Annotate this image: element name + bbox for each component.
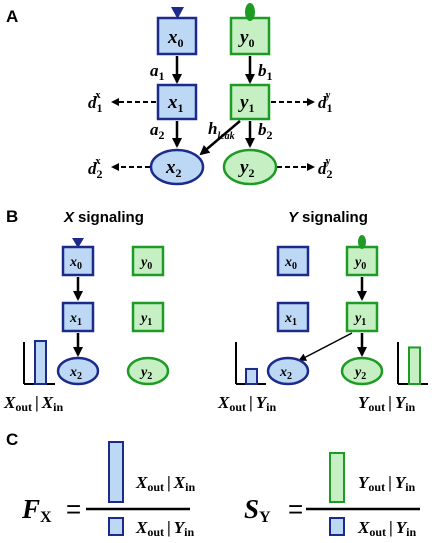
y2-node-c — [340, 356, 384, 386]
x2-label-c: x2 — [279, 365, 292, 382]
formula-f-numerator-bar — [108, 441, 124, 503]
x2-label: x2 — [165, 157, 182, 180]
formula-f-denominator-bar — [108, 517, 124, 536]
bar-y-signal-xout — [245, 367, 258, 386]
formula-s-numerator-label: Yout | Yin — [358, 473, 416, 494]
x2-node-b — [56, 356, 100, 386]
label-yout-yin-b: Yout | Yin — [358, 393, 416, 414]
y2-label-c: y2 — [353, 365, 366, 382]
x0-label: x0 — [167, 27, 184, 50]
y0-label-b: y0 — [139, 255, 152, 272]
bar-x-signal-xout — [34, 340, 47, 385]
formula-f-numerator-label: Xout | Xin — [135, 473, 195, 494]
bar-y-signal-yout — [408, 346, 421, 386]
x-input-marker-b — [72, 238, 84, 248]
rate-d1y: d1y — [318, 90, 333, 115]
label-xout-yin-b: Xout | Yin — [217, 393, 276, 414]
formula-f-equals: = — [66, 494, 81, 524]
y-input-marker-c — [358, 235, 366, 249]
y-signaling-network: x0 y0 x1 y1 x2 y2 Xout | Yin Yout | Yin — [217, 235, 428, 414]
y1-node-b — [131, 301, 165, 333]
y1-label-b: y1 — [139, 311, 152, 328]
y0-label: y0 — [238, 27, 254, 50]
y0-label-c: y0 — [353, 255, 366, 272]
x2-node — [149, 148, 205, 186]
formula-s-denominator-label: Xout | Yin — [357, 518, 416, 539]
rate-a1: a1 — [150, 61, 165, 83]
x1-node-b — [61, 301, 95, 333]
y2-label: y2 — [238, 157, 254, 180]
y0-node-c — [345, 245, 379, 277]
x2-label-b: x2 — [69, 365, 82, 382]
formula-s-equals: = — [288, 494, 303, 524]
rate-d1x: d1x — [88, 90, 103, 115]
panel-label-a: A — [6, 7, 18, 26]
y2-node-b — [126, 356, 170, 386]
x1-label: x1 — [167, 92, 184, 115]
formula-s-denominator-bar — [329, 517, 345, 536]
y-input-marker — [245, 3, 255, 21]
y1-label-c: y1 — [353, 311, 366, 328]
rate-b1: b1 — [258, 61, 273, 83]
panel-label-c: C — [6, 430, 18, 449]
y2-label-b: y2 — [139, 365, 152, 382]
arrow-leak-c — [298, 332, 353, 361]
y2-node — [222, 148, 278, 186]
x-signaling-network: x0 y0 x1 y1 x2 y2 Xout | Xin — [3, 238, 170, 414]
y1-label: y1 — [238, 92, 254, 115]
x0-node-c — [276, 245, 310, 277]
x0-node — [156, 16, 198, 56]
rate-b2: b2 — [258, 120, 273, 142]
rate-d2y: d2y — [318, 156, 333, 181]
x2-node-c — [266, 356, 310, 386]
x0-label-c: x0 — [284, 255, 297, 272]
arrow-leak — [199, 120, 241, 156]
y0-node-b — [131, 245, 165, 277]
rate-a2: a2 — [150, 120, 165, 142]
y1-node — [229, 83, 271, 121]
specificity-formula: SY = Yout | Yin Xout | Yin — [244, 452, 420, 539]
rate-hleak: hleak — [208, 119, 235, 142]
y1-node-c — [345, 301, 379, 333]
x1-label-c: x1 — [284, 311, 297, 328]
formula-s-numerator-bar — [329, 452, 345, 503]
x1-label-b: x1 — [69, 311, 82, 328]
fidelity-formula: FX = Xout | Xin Xout | Yin — [21, 441, 195, 539]
x1-node-c — [276, 301, 310, 333]
formula-f-denominator-label: Xout | Yin — [135, 518, 194, 539]
x-input-marker — [171, 7, 184, 19]
formula-f-symbol: FX — [21, 494, 52, 526]
panel-label-b: B — [6, 207, 18, 226]
x0-label-b: x0 — [69, 255, 82, 272]
rate-d2x: d2x — [88, 156, 103, 181]
formula-s-symbol: SY — [244, 494, 271, 526]
x1-node — [156, 83, 198, 121]
label-xout-xin-b: Xout | Xin — [3, 393, 63, 414]
